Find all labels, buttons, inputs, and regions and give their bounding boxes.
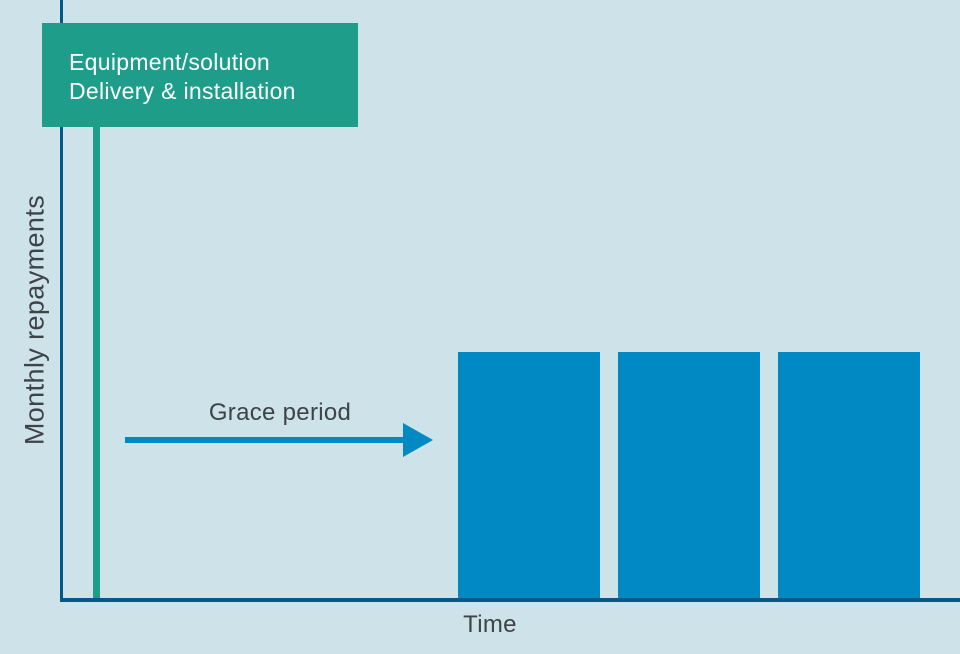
grace-period-arrow-line [125,437,411,443]
delivery-annotation-box: Equipment/solution Delivery & installati… [42,23,358,127]
repayment-bar [618,352,760,598]
y-axis-label: Monthly repayments [19,194,50,446]
y-axis-line [60,0,63,600]
x-axis-line [60,598,960,602]
delivery-event-line [93,120,100,598]
grace-period-label: Grace period [208,399,352,426]
grace-period-arrowhead-icon [403,423,433,457]
annotation-line2: Delivery & installation [69,78,296,104]
repayment-bar [458,352,600,598]
repayment-bar [778,352,920,598]
x-axis-label: Time [463,611,517,638]
annotation-line1: Equipment/solution [69,49,271,75]
